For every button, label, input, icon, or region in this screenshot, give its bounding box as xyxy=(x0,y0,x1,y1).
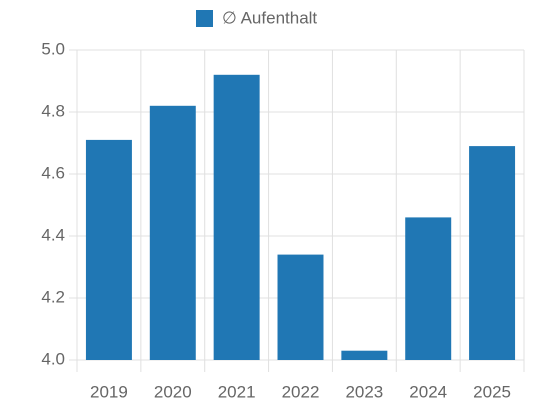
bar xyxy=(85,139,132,360)
y-tick-label: 4.6 xyxy=(41,163,65,182)
legend-label: ∅ Aufenthalt xyxy=(222,8,317,27)
bar xyxy=(149,105,196,360)
x-tick-label: 2019 xyxy=(90,382,128,401)
x-tick-label: 2021 xyxy=(218,382,256,401)
x-tick-label: 2024 xyxy=(409,382,447,401)
bar xyxy=(277,254,324,360)
y-tick-label: 4.8 xyxy=(41,101,65,120)
x-tick-label: 2023 xyxy=(345,382,383,401)
y-tick-label: 5.0 xyxy=(41,39,65,58)
bar xyxy=(405,217,452,360)
bar xyxy=(341,350,388,360)
bar xyxy=(213,74,260,361)
x-tick-label: 2020 xyxy=(154,382,192,401)
y-tick-label: 4.2 xyxy=(41,287,65,306)
x-tick-label: 2022 xyxy=(282,382,320,401)
legend-swatch xyxy=(196,10,213,27)
y-tick-label: 4.0 xyxy=(41,349,65,368)
x-tick-label: 2025 xyxy=(473,382,511,401)
y-tick-label: 4.4 xyxy=(41,225,65,244)
bar xyxy=(469,146,516,360)
